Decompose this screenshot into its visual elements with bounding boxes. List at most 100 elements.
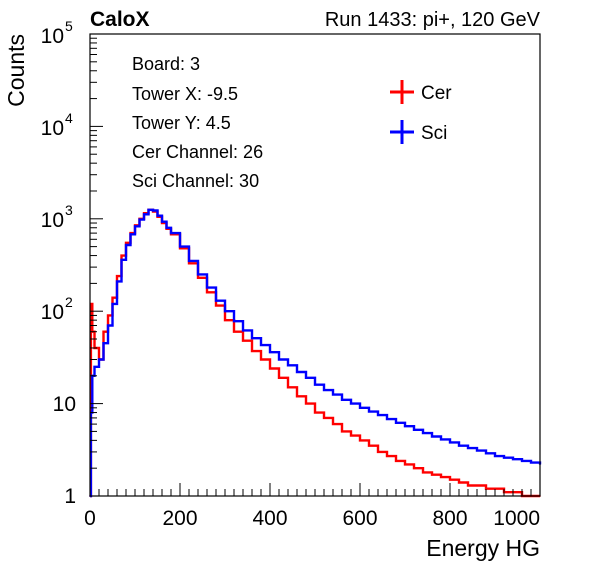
y-tick-1: 1 — [64, 485, 76, 508]
series-sci-point — [165, 227, 168, 229]
info-box: Board: 3 Tower X: -9.5 Tower Y: 4.5 Cer … — [132, 54, 263, 191]
series-sci-point — [314, 383, 316, 386]
series-sci-point — [102, 342, 105, 345]
y-tick-1e5-base: 10 — [41, 25, 64, 48]
series-sci-point — [485, 452, 487, 455]
series-sci-point — [386, 418, 388, 420]
series-sci-point — [179, 245, 181, 248]
series-cer-point — [251, 350, 253, 352]
y-tick-1e4-base: 10 — [41, 117, 64, 140]
series-sci-point — [341, 399, 343, 401]
series-cer-point — [377, 451, 379, 453]
y-tick-1e5-exp: 5 — [65, 18, 73, 34]
x-tick-0: 0 — [84, 507, 96, 530]
series-cer-point — [368, 444, 370, 447]
series-sci-point — [449, 441, 451, 444]
series-sci-point — [120, 259, 123, 261]
series-cer-point — [431, 473, 433, 476]
series-sci-point — [305, 377, 307, 379]
series-sci-point — [458, 444, 460, 447]
series-sci-point — [260, 344, 262, 346]
series-sci-point — [278, 358, 280, 361]
series-sci-point — [296, 371, 298, 373]
series-cer-point — [120, 254, 123, 257]
series-sci-point — [323, 389, 325, 391]
series-sci-point — [156, 214, 159, 217]
y-tick-10: 10 — [53, 393, 76, 416]
series-sci-point — [269, 351, 271, 354]
x-tick-labels: 0 200 400 600 800 1000 — [84, 507, 540, 530]
series-cer-point — [422, 471, 424, 474]
series-sci-point — [170, 232, 172, 234]
series-sci-point — [359, 407, 361, 409]
series-cer-point — [233, 330, 235, 333]
series-sci-point — [161, 220, 163, 223]
legend: Cer Sci — [390, 80, 452, 144]
series-cer-point — [242, 339, 244, 342]
series-sci-point — [242, 329, 244, 332]
series-sci-point — [98, 358, 100, 361]
series-sci-point — [224, 310, 226, 313]
y-tick-labels: 1 10 10 2 10 3 10 4 10 5 — [41, 18, 76, 508]
x-tick-200: 200 — [162, 507, 197, 530]
series-cer-point — [449, 478, 451, 481]
series-sci-point — [287, 364, 289, 367]
series-sci-point — [350, 402, 352, 405]
y-tick-1e3-base: 10 — [41, 209, 64, 232]
series-sci-point — [125, 244, 127, 246]
series-cer-point — [188, 262, 190, 265]
series-sci-point — [530, 461, 532, 464]
series-sci-point — [152, 209, 154, 212]
series-sci-point — [404, 425, 406, 428]
y-axis-title: Counts — [3, 34, 29, 107]
info-cer-channel: Cer Channel: 26 — [132, 142, 263, 162]
series-sci-point — [111, 303, 114, 305]
series-sci-point — [431, 435, 433, 438]
series-sci-point — [251, 337, 253, 340]
series-sci-point — [521, 460, 523, 462]
legend-marker-cer — [390, 80, 414, 104]
series-sci-point — [143, 213, 145, 216]
series-cer-point — [404, 463, 406, 466]
info-tower-x: Tower X: -9.5 — [132, 84, 238, 104]
series-cer-point — [296, 395, 298, 398]
info-tower-y: Tower Y: 4.5 — [132, 113, 231, 133]
series-cer-point — [323, 417, 325, 419]
series-cer-point — [350, 434, 352, 437]
series-cer-point — [260, 358, 262, 361]
legend-label-sci: Sci — [421, 123, 447, 144]
y-tick-1e2-base: 10 — [41, 301, 64, 324]
legend-marker-sci — [390, 120, 414, 144]
series-cer-line — [89, 208, 540, 498]
series-cer-point — [215, 304, 217, 307]
series-sci-point — [233, 320, 235, 323]
series-cer-point — [197, 277, 199, 279]
series-sci-point — [368, 410, 370, 413]
series-cer-point — [386, 455, 388, 457]
series-sci-point — [422, 432, 424, 434]
series-cer-point — [224, 319, 226, 322]
series-cer-point — [341, 430, 343, 433]
series-cer-point — [314, 411, 316, 414]
legend-label-cer: Cer — [421, 83, 452, 104]
series-sci-point — [107, 324, 109, 327]
series-sci-point — [467, 447, 469, 449]
series-layer — [89, 208, 542, 498]
series-cer-point — [413, 467, 415, 470]
x-tick-600: 600 — [342, 507, 377, 530]
series-sci-point — [215, 299, 217, 302]
series-cer-point — [332, 423, 334, 425]
series-sci-point — [206, 286, 208, 289]
series-cer-point — [269, 367, 271, 370]
series-cer-point — [206, 291, 208, 294]
series-sci-point — [188, 260, 190, 262]
series-cer-point — [179, 247, 181, 250]
series-cer-point — [125, 242, 127, 244]
series-sci-point — [138, 218, 141, 221]
series-sci-point — [476, 449, 478, 452]
series-cer-point — [102, 330, 105, 333]
series-sci-point — [332, 393, 334, 396]
series-sci-point — [147, 209, 150, 211]
series-cer-point — [395, 460, 397, 462]
